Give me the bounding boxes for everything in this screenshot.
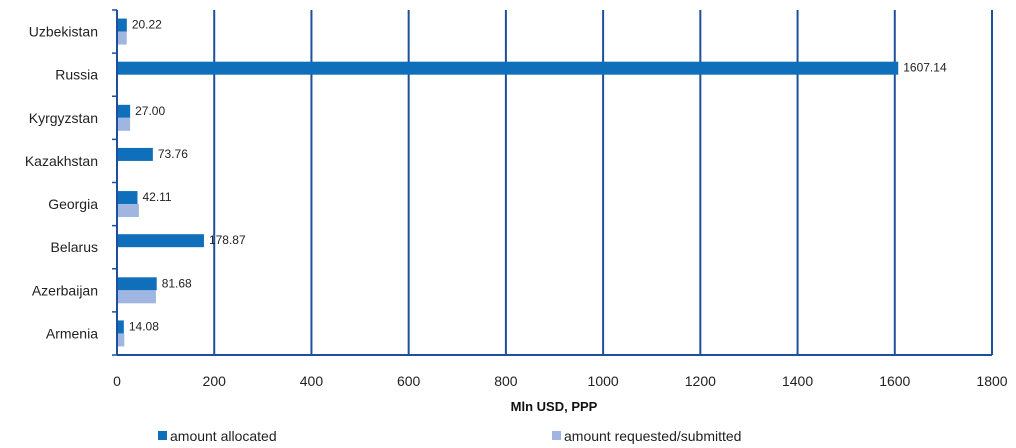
bar-amount-allocated bbox=[117, 61, 899, 75]
legend-swatch-requested bbox=[552, 431, 561, 440]
x-axis-title: Mln USD, PPP bbox=[511, 399, 598, 414]
category-label: Belarus bbox=[51, 239, 98, 255]
x-tick-label: 400 bbox=[300, 373, 324, 389]
bar-amount-allocated bbox=[117, 147, 153, 161]
category-label: Russia bbox=[55, 67, 98, 83]
x-tick-label: 1800 bbox=[976, 373, 1007, 389]
bar-amount-requested bbox=[117, 31, 127, 45]
value-label: 20.22 bbox=[132, 18, 162, 32]
x-tick-label: 0 bbox=[113, 373, 121, 389]
axes bbox=[112, 9, 992, 356]
x-tick-label: 1000 bbox=[588, 373, 619, 389]
value-label: 14.08 bbox=[129, 319, 159, 333]
legend-label-allocated: amount allocated bbox=[170, 428, 277, 444]
category-label: Uzbekistan bbox=[29, 24, 98, 40]
x-tick-label: 1600 bbox=[879, 373, 910, 389]
bar-amount-requested bbox=[117, 290, 156, 304]
bar-amount-requested bbox=[117, 204, 139, 218]
x-tick-label: 1200 bbox=[685, 373, 716, 389]
bar-amount-allocated bbox=[117, 18, 127, 32]
bar-amount-allocated bbox=[117, 191, 138, 205]
value-label: 178.87 bbox=[209, 233, 246, 247]
category-label: Kazakhstan bbox=[25, 153, 98, 169]
x-tick-label: 600 bbox=[397, 373, 421, 389]
x-tick-label: 800 bbox=[494, 373, 518, 389]
x-tick-label: 1400 bbox=[782, 373, 813, 389]
category-label: Kyrgyzstan bbox=[29, 110, 98, 126]
value-label: 27.00 bbox=[135, 104, 165, 118]
category-label: Armenia bbox=[46, 325, 98, 341]
bar-amount-allocated bbox=[117, 277, 157, 291]
x-tick-label: 200 bbox=[203, 373, 227, 389]
value-label: 73.76 bbox=[158, 147, 188, 161]
bar-amount-allocated bbox=[117, 320, 124, 334]
value-labels: 20.22 1607.14 27.00 73.76 42.11 178.87 81.68 14… bbox=[129, 18, 947, 334]
bar-amount-requested bbox=[117, 333, 125, 347]
tick-labels: 0 200 400 600 800 1000 1200 1400 1600 1800 bbox=[113, 373, 1008, 389]
legend: amount allocated amount requested/submit… bbox=[158, 428, 741, 444]
bar-amount-allocated bbox=[117, 234, 204, 248]
category-label: Georgia bbox=[48, 196, 98, 212]
bars bbox=[117, 18, 899, 347]
value-label: 81.68 bbox=[162, 276, 192, 290]
legend-label-requested: amount requested/submitted bbox=[564, 428, 741, 444]
legend-swatch-allocated bbox=[158, 431, 167, 440]
category-labels: Uzbekistan Russia Kyrgyzstan Kazakhstan Geor… bbox=[25, 24, 98, 342]
value-label: 42.11 bbox=[142, 190, 171, 204]
category-label: Azerbaijan bbox=[32, 282, 98, 298]
bar-amount-allocated bbox=[117, 104, 131, 118]
bar-amount-requested bbox=[117, 117, 131, 131]
value-label: 1607.14 bbox=[903, 61, 947, 75]
